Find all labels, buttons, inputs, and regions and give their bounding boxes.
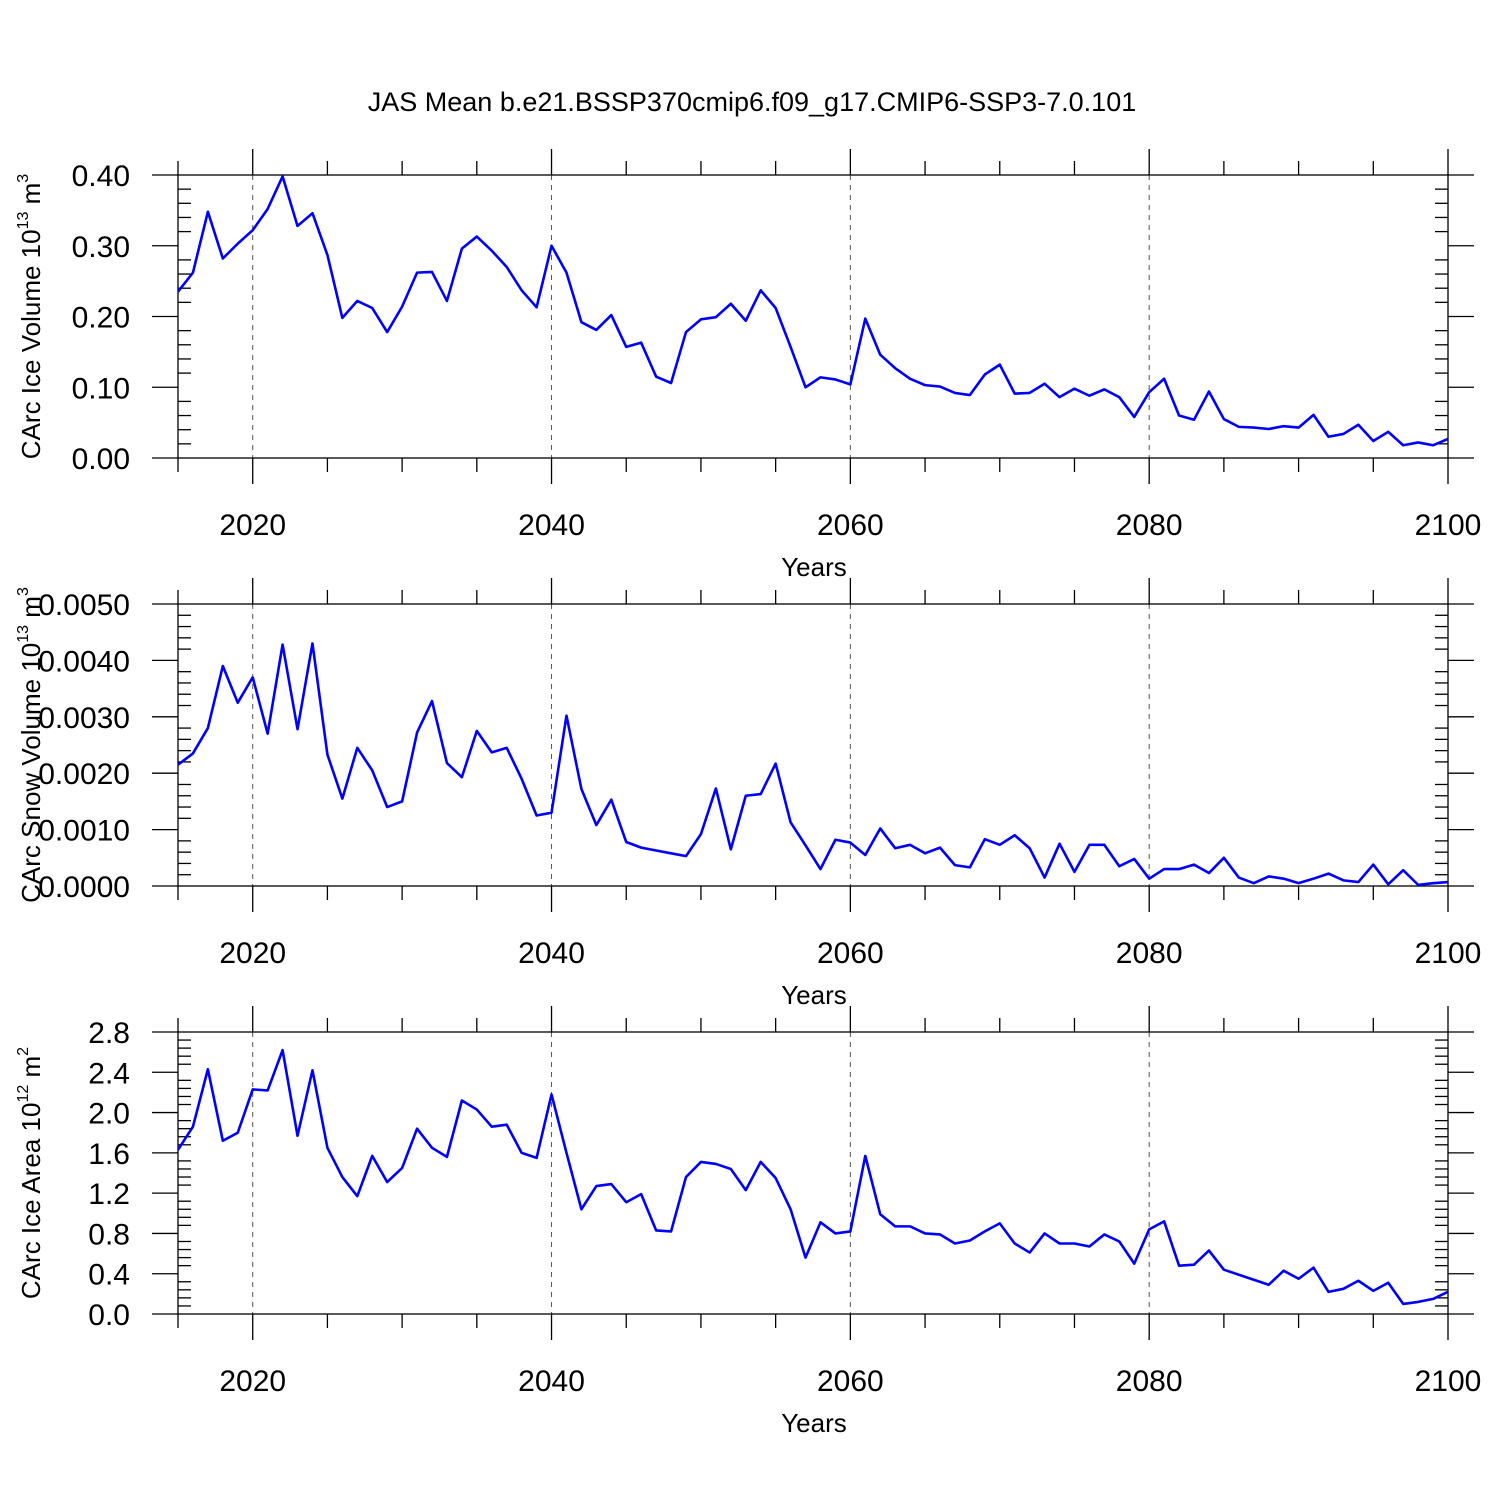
x-tick-label: 2100 [1415, 937, 1482, 970]
y-tick-label: 0.0010 [38, 815, 130, 848]
plot-frame [177, 1031, 1449, 1315]
x-tick-label: 2040 [518, 937, 585, 970]
x-tick-label: 2100 [1415, 509, 1482, 542]
plot-frame [177, 603, 1449, 887]
x-axis-label: Years [781, 552, 847, 582]
x-tick-label: 2060 [817, 1365, 884, 1398]
y-tick-label: 0.10 [72, 372, 130, 405]
series-line [178, 642, 1448, 886]
y-tick-label: 0.0020 [38, 758, 130, 791]
x-tick-label: 2040 [518, 1365, 585, 1398]
y-tick-label: 0.0040 [38, 645, 130, 678]
chart-panel-2: 0.0000 0.0010 0.0020 0.0030 0.0040 0.0050 2020… [15, 578, 1481, 1010]
x-axis-label: Years [781, 980, 847, 1010]
x-tick-label: 2040 [518, 509, 585, 542]
chart-panel-3: 0.0 0.4 0.8 1.2 1.6 2.0 2.4 2.8 2020 2040 2060 2080… [15, 1006, 1481, 1438]
x-tick-label: 2020 [219, 509, 286, 542]
series-line [178, 1048, 1448, 1306]
y-tick-label: 0.8 [88, 1218, 130, 1251]
y-tick-label: 0.20 [72, 302, 130, 335]
chart-title: JAS Mean b.e21.BSSP370cmip6.f09_g17.CMIP… [368, 87, 1136, 117]
x-tick-label: 2100 [1415, 1365, 1482, 1398]
x-tick-label: 2080 [1116, 1365, 1183, 1398]
y-axis-label: CArc Snow Volume 1013 m3 [15, 587, 46, 903]
y-tick-label: 0.0 [88, 1299, 130, 1332]
y-tick-label: 0.0050 [38, 589, 130, 622]
y-tick-label: 2.4 [88, 1057, 130, 1090]
y-tick-label: 0.00 [72, 443, 130, 476]
x-tick-label: 2060 [817, 509, 884, 542]
y-axis-label: CArc Ice Volume 1013 m3 [15, 174, 46, 459]
plot-frame [177, 174, 1449, 459]
x-tick-label: 2020 [219, 1365, 286, 1398]
x-tick-label: 2060 [817, 937, 884, 970]
y-tick-label: 0.30 [72, 231, 130, 264]
y-axis-label: CArc Ice Area 1012 m2 [15, 1047, 46, 1299]
y-tick-label: 1.6 [88, 1138, 130, 1171]
series-line [178, 175, 1448, 447]
y-tick-label: 1.2 [88, 1178, 130, 1211]
chart-panel-1: 0.00 0.10 0.20 0.30 0.40 2020 2040 2060 2080 2100… [15, 149, 1481, 582]
y-tick-label: 0.40 [72, 160, 130, 193]
x-tick-label: 2080 [1116, 937, 1183, 970]
y-tick-label: 2.8 [88, 1017, 130, 1050]
y-tick-label: 0.0030 [38, 702, 130, 735]
x-tick-label: 2080 [1116, 509, 1183, 542]
y-tick-label: 2.0 [88, 1098, 130, 1131]
x-tick-label: 2020 [219, 937, 286, 970]
y-tick-label: 0.4 [88, 1259, 130, 1292]
x-axis-label: Years [781, 1408, 847, 1438]
y-tick-label: 0.0000 [38, 871, 130, 904]
